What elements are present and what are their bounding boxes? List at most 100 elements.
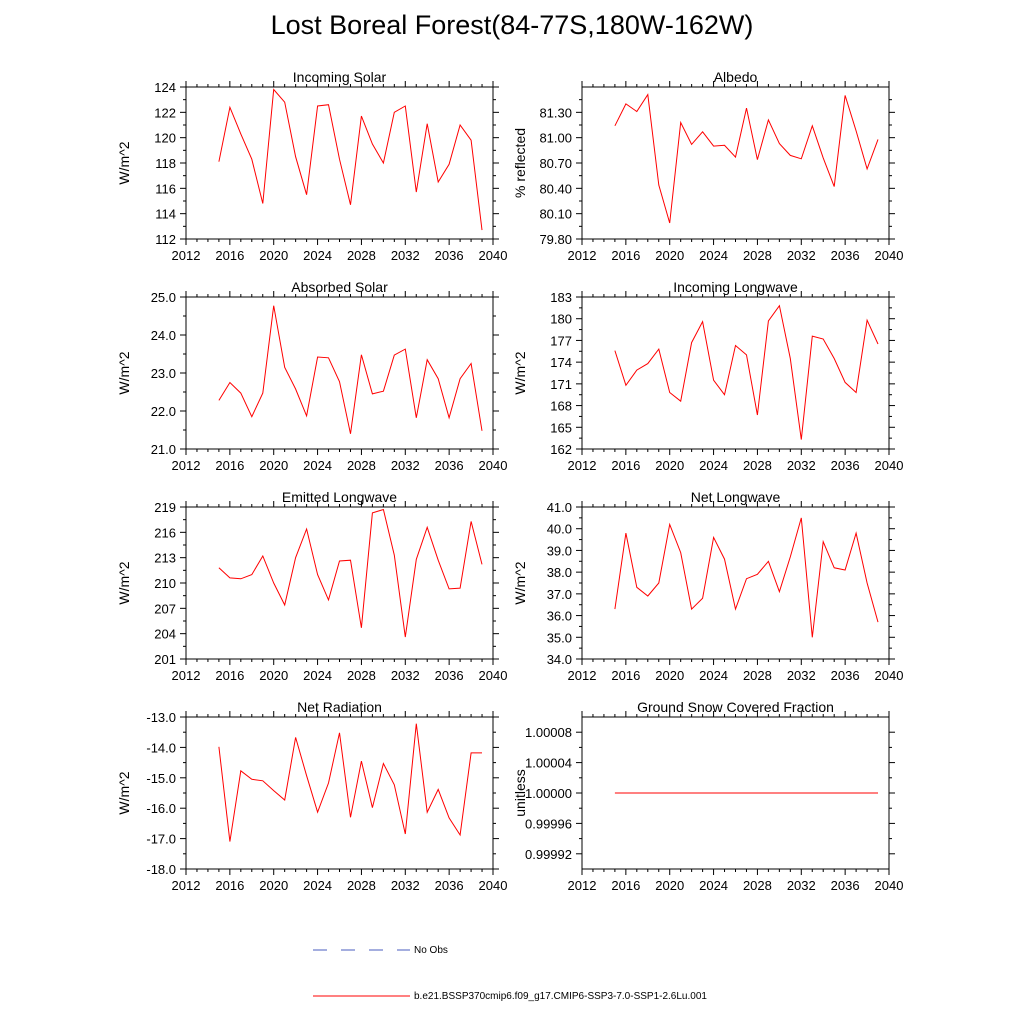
y-tick-label: 116 xyxy=(155,181,176,196)
panel-title: Albedo xyxy=(714,69,758,85)
y-tick-label: 1.00000 xyxy=(525,786,572,801)
panel-title: Net Radiation xyxy=(297,699,382,715)
y-tick-label: 122 xyxy=(154,105,176,120)
y-tick-label: 114 xyxy=(155,207,176,222)
x-tick-label: 2040 xyxy=(875,668,904,683)
y-tick-label: 162 xyxy=(550,442,572,457)
x-tick-label: 2036 xyxy=(831,668,860,683)
x-tick-label: 2040 xyxy=(479,668,508,683)
y-tick-label: 165 xyxy=(550,420,572,435)
panel-incoming-longwave: Incoming Longwave W/m^2 2012 2016 2020 2024 20… xyxy=(512,279,903,473)
y-tick-label: 118 xyxy=(155,156,176,171)
y-tick-label: -16.0 xyxy=(146,801,176,816)
plot-frame xyxy=(185,86,494,240)
x-tick-label: 2028 xyxy=(347,458,376,473)
y-tick-label: 112 xyxy=(155,232,176,247)
y-tick-label: 183 xyxy=(550,290,572,305)
x-tick-label: 2028 xyxy=(743,458,772,473)
x-tick-label: 2012 xyxy=(568,878,597,893)
y-tick-label: 1.00008 xyxy=(525,725,572,740)
series-line xyxy=(218,723,482,842)
x-tick-label: 2012 xyxy=(172,248,201,263)
x-tick-label: 2016 xyxy=(215,248,244,263)
y-tick-label: 0.99996 xyxy=(525,816,572,831)
x-tick-label: 2016 xyxy=(611,248,640,263)
y-axis-label: W/m^2 xyxy=(116,561,132,604)
plot-frame xyxy=(185,296,494,450)
y-tick-label: 1.00004 xyxy=(525,756,572,771)
panel-title: Emitted Longwave xyxy=(282,489,397,505)
panel-emitted-longwave: Emitted Longwave W/m^2 2012 2016 2020 2024 202… xyxy=(116,489,507,683)
x-tick-label: 2040 xyxy=(875,458,904,473)
x-tick-label: 2020 xyxy=(259,458,288,473)
y-axis-label: W/m^2 xyxy=(116,351,132,394)
x-tick-label: 2024 xyxy=(699,668,728,683)
x-tick-label: 2036 xyxy=(435,458,464,473)
y-tick-label: 168 xyxy=(550,399,572,414)
panel-incoming-solar: Incoming Solar W/m^2 2012 2016 2020 2024 2028 2… xyxy=(116,69,507,263)
y-tick-label: 204 xyxy=(154,627,176,642)
x-tick-label: 2012 xyxy=(172,668,201,683)
y-tick-label: 38.0 xyxy=(547,565,572,580)
y-tick-label: -17.0 xyxy=(146,832,176,847)
x-tick-label: 2020 xyxy=(655,458,684,473)
x-tick-label: 2032 xyxy=(391,248,420,263)
y-tick-label: 201 xyxy=(154,652,176,667)
y-tick-label: 120 xyxy=(154,131,176,146)
x-tick-label: 2024 xyxy=(699,878,728,893)
panel-ground-snow-covered-fraction: Ground Snow Covered Fraction unitless 2012… xyxy=(512,699,903,893)
y-tick-label: 39.0 xyxy=(547,543,572,558)
x-tick-label: 2032 xyxy=(391,878,420,893)
x-tick-label: 2012 xyxy=(172,878,201,893)
x-tick-label: 2032 xyxy=(391,668,420,683)
panel-title: Absorbed Solar xyxy=(291,279,388,295)
series-line xyxy=(218,305,483,434)
y-tick-label: 79.80 xyxy=(539,232,572,247)
y-tick-label: 37.0 xyxy=(547,587,572,602)
y-tick-label: 171 xyxy=(550,377,572,392)
panel-albedo: Albedo % reflected 2012 2016 2020 2024 2028 203… xyxy=(512,69,903,263)
x-tick-label: 2016 xyxy=(215,668,244,683)
series-line xyxy=(614,517,879,638)
x-tick-label: 2040 xyxy=(875,248,904,263)
x-tick-label: 2028 xyxy=(743,248,772,263)
x-tick-label: 2036 xyxy=(831,458,860,473)
x-tick-label: 2016 xyxy=(215,878,244,893)
y-tick-label: 81.30 xyxy=(539,105,572,120)
y-axis-label: unitless xyxy=(512,769,528,816)
x-tick-label: 2016 xyxy=(611,878,640,893)
y-tick-label: 177 xyxy=(550,333,572,348)
x-tick-label: 2024 xyxy=(303,878,332,893)
series-line xyxy=(218,88,483,231)
x-tick-label: 2036 xyxy=(831,878,860,893)
x-tick-label: 2020 xyxy=(655,248,684,263)
figure-title: Lost Boreal Forest(84-77S,180W-162W) xyxy=(270,10,754,40)
panel-title: Ground Snow Covered Fraction xyxy=(637,699,834,715)
y-tick-label: 219 xyxy=(154,500,176,515)
x-tick-label: 2012 xyxy=(568,248,597,263)
y-tick-label: 213 xyxy=(154,551,176,566)
x-tick-label: 2036 xyxy=(435,248,464,263)
y-tick-label: 180 xyxy=(550,312,572,327)
y-tick-label: 81.00 xyxy=(539,131,572,146)
y-tick-label: 23.0 xyxy=(151,366,176,381)
x-tick-label: 2040 xyxy=(479,458,508,473)
y-tick-label: 21.0 xyxy=(151,442,176,457)
x-tick-label: 2024 xyxy=(303,248,332,263)
x-tick-label: 2040 xyxy=(875,878,904,893)
x-tick-label: 2032 xyxy=(787,878,816,893)
x-tick-label: 2032 xyxy=(787,248,816,263)
y-tick-label: 80.10 xyxy=(539,207,572,222)
y-tick-label: 80.70 xyxy=(539,156,572,171)
y-tick-label: -15.0 xyxy=(146,771,176,786)
x-tick-label: 2036 xyxy=(435,668,464,683)
y-tick-label: 22.0 xyxy=(151,404,176,419)
x-tick-label: 2016 xyxy=(611,668,640,683)
x-tick-label: 2020 xyxy=(259,878,288,893)
x-tick-label: 2032 xyxy=(787,458,816,473)
panel-title: Net Longwave xyxy=(691,489,781,505)
panel-absorbed-solar: Absorbed Solar W/m^2 2012 2016 2020 2024 2028 2… xyxy=(116,279,507,473)
y-tick-label: 207 xyxy=(154,601,176,616)
plot-frame xyxy=(185,716,494,870)
y-axis-label: % reflected xyxy=(512,128,528,198)
